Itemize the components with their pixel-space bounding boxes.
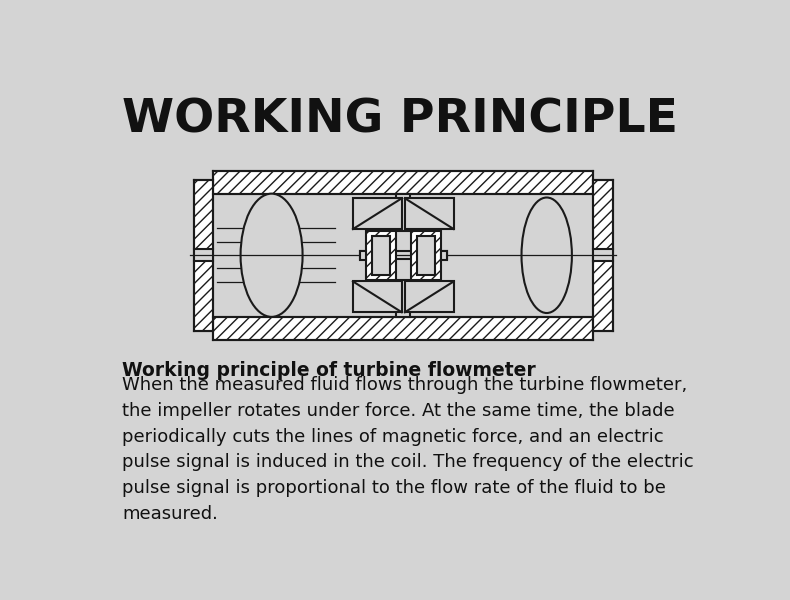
Text: When the measured fluid flows through the turbine flowmeter,
the impeller rotate: When the measured fluid flows through th… — [122, 376, 694, 523]
Polygon shape — [213, 170, 593, 194]
Polygon shape — [416, 236, 435, 275]
Polygon shape — [366, 230, 396, 280]
Polygon shape — [593, 249, 612, 262]
Polygon shape — [360, 251, 366, 260]
Polygon shape — [213, 317, 593, 340]
Polygon shape — [213, 194, 593, 317]
Polygon shape — [353, 198, 402, 229]
Polygon shape — [397, 194, 410, 230]
Text: WORKING PRINCIPLE: WORKING PRINCIPLE — [122, 97, 678, 142]
Polygon shape — [194, 180, 213, 331]
Polygon shape — [194, 249, 213, 262]
Polygon shape — [441, 251, 446, 260]
Polygon shape — [360, 251, 446, 259]
Ellipse shape — [241, 194, 303, 317]
Polygon shape — [371, 236, 390, 275]
Ellipse shape — [521, 197, 572, 313]
Polygon shape — [397, 280, 410, 317]
Polygon shape — [404, 281, 453, 312]
Text: Working principle of turbine flowmeter: Working principle of turbine flowmeter — [122, 361, 536, 380]
Polygon shape — [593, 180, 612, 331]
Polygon shape — [404, 198, 453, 229]
Polygon shape — [353, 281, 402, 312]
Polygon shape — [411, 230, 441, 280]
